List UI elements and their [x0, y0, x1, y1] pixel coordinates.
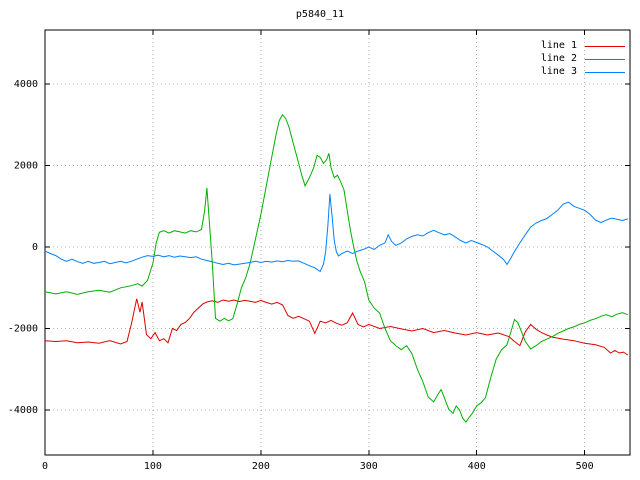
x-tick-label-100: 100: [144, 461, 162, 472]
y-tick-label-4000: 4000: [14, 79, 38, 90]
y-tick-label-2000: 2000: [14, 160, 38, 171]
legend-swatch-2: [585, 58, 625, 60]
x-tick-label-400: 400: [468, 461, 486, 472]
legend-label-line-3: line 3: [540, 66, 577, 77]
y-tick-label--4000: -4000: [8, 405, 38, 416]
x-tick-label-500: 500: [576, 461, 594, 472]
legend: line 1 line 2 line 3: [541, 41, 625, 77]
y-tick-label-0: 0: [32, 242, 38, 253]
legend-label-line-1: line 1: [540, 40, 577, 51]
series-path-line-1: [44, 298, 629, 356]
chart-title: p5840_11: [295, 9, 345, 20]
legend-swatch-3: [585, 71, 625, 73]
legend-swatch-1: [585, 45, 625, 47]
x-tick-label-200: 200: [252, 461, 270, 472]
legend-entry-line-1: line 1: [541, 41, 625, 51]
x-tick-label-0: 0: [42, 461, 48, 472]
series-path-line-3: [44, 193, 628, 273]
y-tick-label--2000: -2000: [8, 324, 38, 335]
legend-entry-line-3: line 3: [541, 67, 625, 77]
legend-entry-line-2: line 2: [541, 54, 625, 64]
series-path-line-2: [44, 113, 628, 424]
x-tick-label-300: 300: [360, 461, 378, 472]
plot-border: [44, 29, 631, 456]
legend-label-line-2: line 2: [540, 53, 577, 64]
